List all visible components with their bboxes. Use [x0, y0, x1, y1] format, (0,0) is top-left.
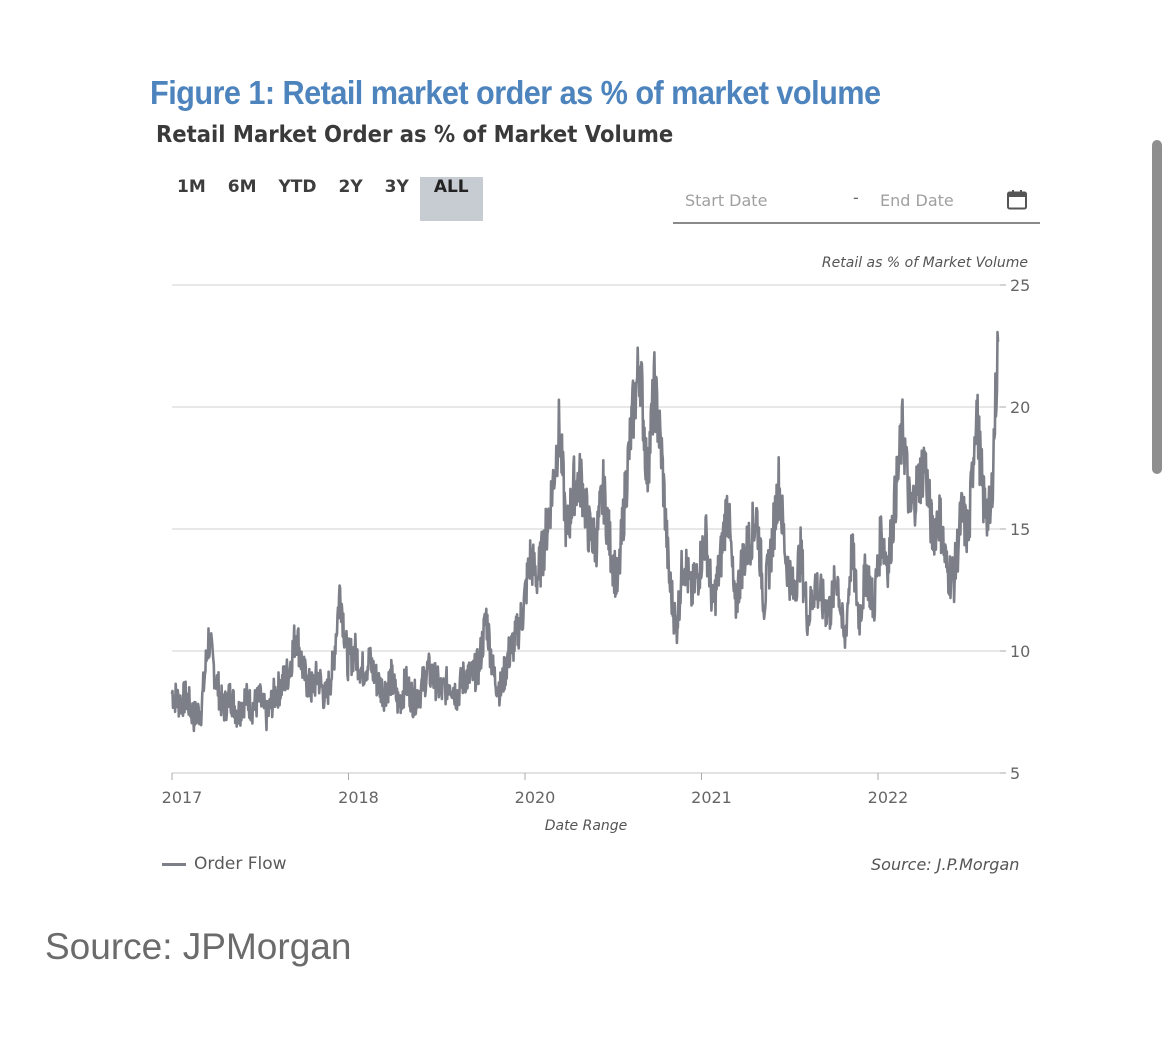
chart-title: Retail Market Order as % of Market Volum… [156, 122, 674, 148]
footer-source: Source: JPMorgan [45, 926, 352, 967]
range-button-ytd[interactable]: YTD [278, 177, 317, 197]
range-selector: 1M 6M YTD 2Y 3Y ALL [166, 177, 483, 221]
x-axis: 2017 2018 2020 2021 2022 [162, 772, 1000, 807]
x-tick-label: 2020 [515, 788, 556, 807]
x-tick-label: 2022 [868, 788, 909, 807]
date-separator: - [853, 188, 859, 207]
range-button-3y[interactable]: 3Y [384, 177, 409, 197]
x-axis-title: Date Range [545, 818, 628, 834]
x-tick-label: 2017 [162, 788, 203, 807]
y-tick-label: 20 [1010, 398, 1030, 417]
legend-label: Order Flow [194, 854, 287, 874]
y-tick-label: 15 [1010, 520, 1030, 539]
legend-item-order-flow[interactable]: Order Flow [162, 854, 287, 874]
x-tick-label: 2018 [338, 788, 379, 807]
calendar-icon[interactable] [1006, 189, 1028, 211]
range-button-1m[interactable]: 1M [177, 177, 206, 197]
legend-swatch [162, 862, 186, 866]
x-tick-label: 2021 [691, 788, 732, 807]
y-axis-title: Retail as % of Market Volume [822, 255, 1028, 271]
date-range-picker: - [673, 180, 1040, 224]
figure-title: Figure 1: Retail market order as % of ma… [150, 74, 881, 111]
gridlines [172, 284, 1000, 774]
y-tick-label: 5 [1010, 764, 1020, 783]
start-date-input[interactable] [685, 188, 835, 212]
scrollbar-thumb[interactable] [1152, 140, 1162, 474]
y-tick-label: 25 [1010, 276, 1030, 295]
y-axis: 5 10 15 20 25 [1000, 276, 1030, 783]
range-button-2y[interactable]: 2Y [338, 177, 363, 197]
range-button-all[interactable]: ALL [419, 177, 483, 221]
y-tick-label: 10 [1010, 642, 1030, 661]
range-button-6m[interactable]: 6M [227, 177, 257, 197]
chart-source-note: Source: J.P.Morgan [871, 855, 1020, 874]
series-line-order-flow [170, 330, 1000, 733]
end-date-input[interactable] [880, 188, 990, 212]
